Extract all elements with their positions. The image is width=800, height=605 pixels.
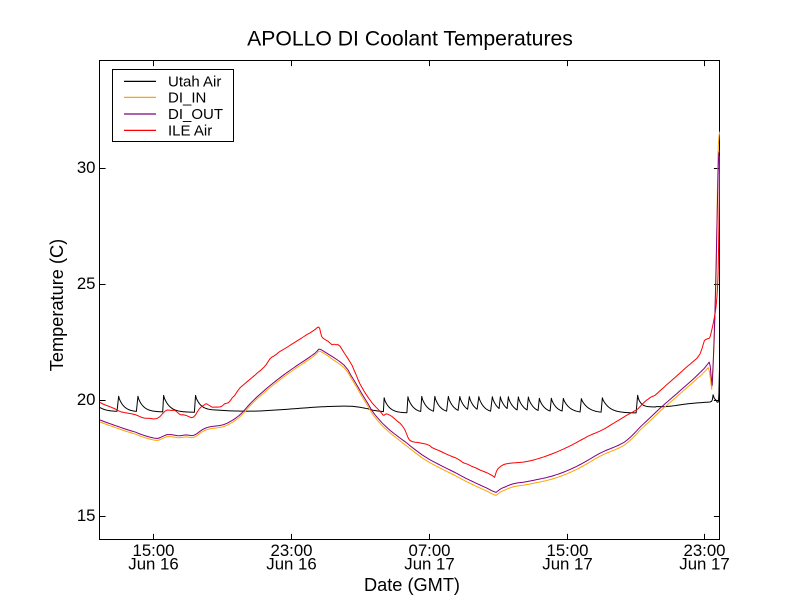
svg-text:DI_IN: DI_IN [168,90,206,107]
svg-text:15:00: 15:00 [547,541,589,560]
svg-text:23:00: 23:00 [271,541,313,560]
svg-text:15:00: 15:00 [133,541,175,560]
svg-text:ILE Air: ILE Air [168,123,212,140]
svg-text:07:00: 07:00 [409,541,451,560]
svg-text:30: 30 [77,158,96,177]
svg-text:23:00: 23:00 [684,541,726,560]
svg-text:15: 15 [77,506,96,525]
svg-text:Jun 17: Jun 17 [542,555,592,574]
svg-text:DI_OUT: DI_OUT [168,106,223,123]
svg-text:Utah Air: Utah Air [168,74,221,91]
svg-text:Jun 16: Jun 16 [266,555,316,574]
svg-text:20: 20 [77,390,96,409]
svg-text:Jun 17: Jun 17 [679,555,729,574]
svg-text:Jun 17: Jun 17 [404,555,454,574]
svg-text:25: 25 [77,274,96,293]
svg-text:Jun 16: Jun 16 [128,555,178,574]
svg-text:Date (GMT): Date (GMT) [364,575,460,595]
svg-text:Temperature (C): Temperature (C) [47,239,67,371]
svg-text:APOLLO DI Coolant Temperatures: APOLLO DI Coolant Temperatures [247,28,573,51]
